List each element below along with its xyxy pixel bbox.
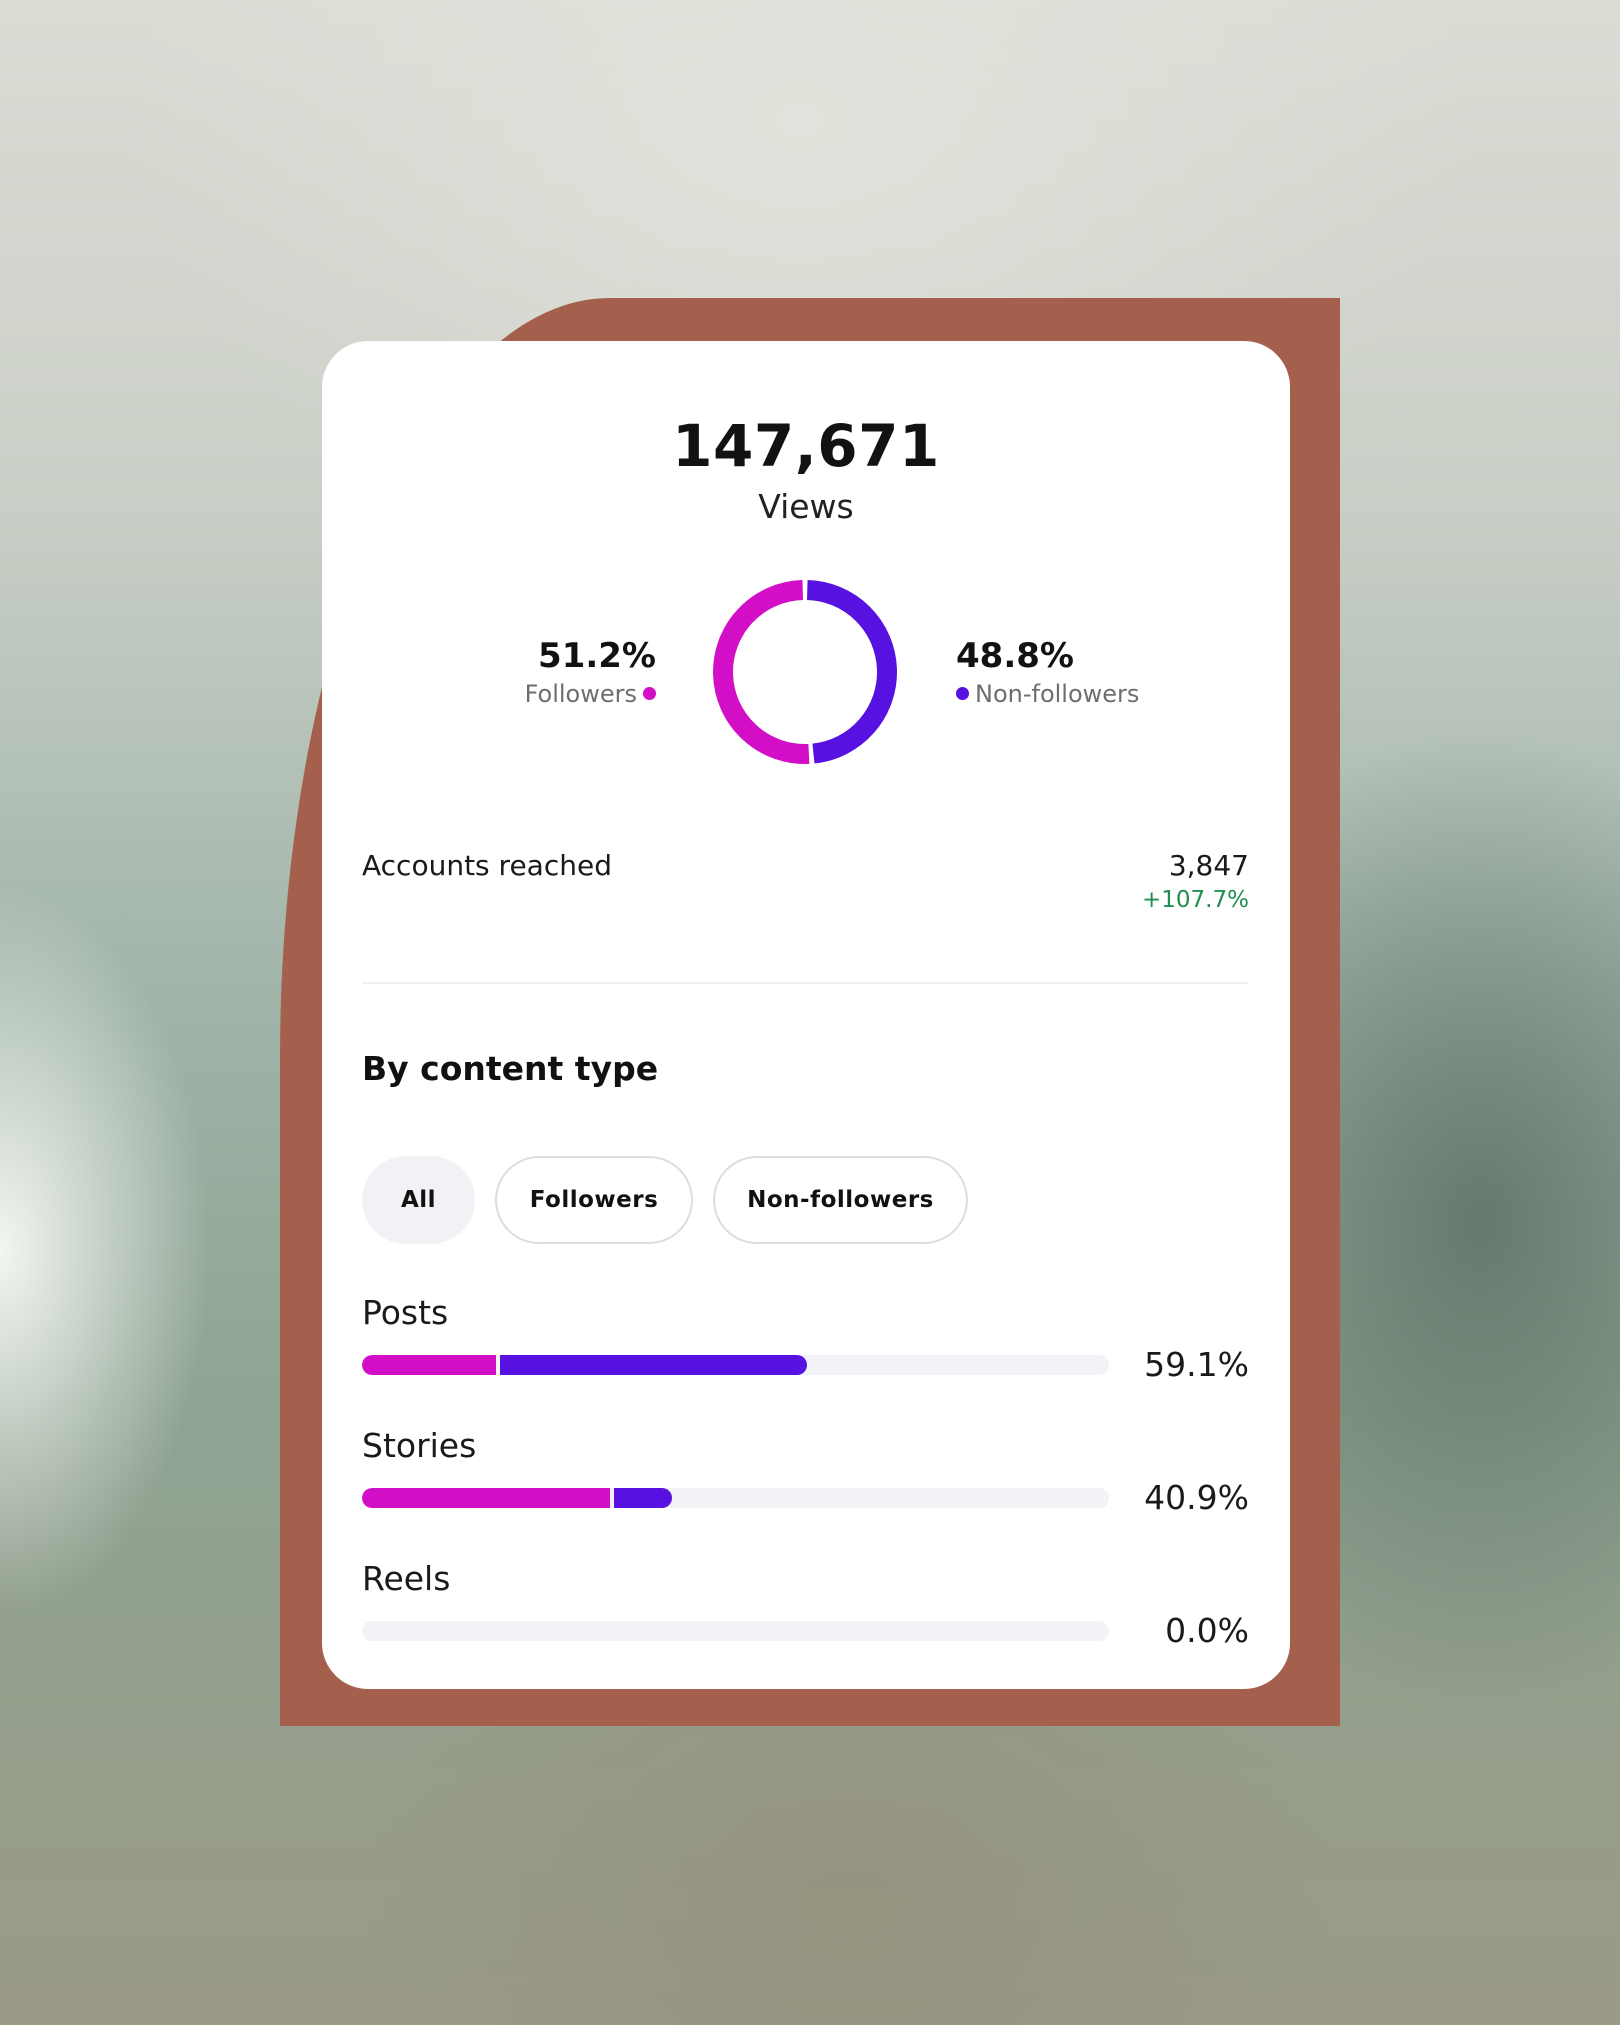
donut-segment-followers: [713, 580, 810, 764]
donut-segment-non-followers: [806, 580, 897, 764]
accounts-reached-value: 3,847: [1168, 849, 1249, 882]
accounts-reached-label: Accounts reached: [362, 849, 612, 882]
row-label: Stories: [362, 1426, 477, 1465]
non-followers-split: 48.8% Non-followers: [956, 635, 1139, 711]
views-label: Views: [758, 487, 854, 526]
row-label: Posts: [362, 1293, 449, 1332]
content-type-row-stories: Stories 40.9%: [362, 1426, 1249, 1546]
content-type-title: By content type: [362, 1049, 659, 1088]
followers-bar-segment: [362, 1488, 610, 1508]
row-percentage: 0.0%: [1165, 1611, 1249, 1650]
row-label: Reels: [362, 1559, 451, 1598]
followers-split: 51.2% Followers: [525, 635, 656, 711]
content-type-filters: All Followers Non-followers: [362, 1156, 968, 1244]
followers-bar-segment: [362, 1355, 496, 1375]
insights-card: 147,671 Views 51.2% Followers 48.8% Non-…: [322, 341, 1290, 1689]
content-type-row-reels: Reels 0.0%: [362, 1559, 1249, 1679]
followers-legend-label: Followers: [524, 680, 637, 708]
followers-percentage: 51.2%: [538, 636, 656, 676]
non-followers-dot-icon: [956, 687, 969, 700]
non-followers-bar-segment: [614, 1488, 672, 1508]
progress-track: [362, 1355, 1109, 1375]
filter-non-followers-chip[interactable]: Non-followers: [713, 1156, 968, 1244]
content-type-row-posts: Posts 59.1%: [362, 1293, 1249, 1413]
filter-all-chip[interactable]: All: [362, 1156, 475, 1244]
row-percentage: 40.9%: [1144, 1478, 1249, 1517]
views-total: 147,671: [672, 412, 940, 480]
non-followers-bar-segment: [499, 1355, 808, 1375]
followers-dot-icon: [643, 687, 656, 700]
accounts-reached-change: +107.7%: [1142, 887, 1249, 913]
non-followers-percentage: 48.8%: [956, 636, 1074, 676]
views-donut-chart: [713, 580, 897, 764]
filter-followers-chip[interactable]: Followers: [495, 1156, 693, 1244]
non-followers-legend-label: Non-followers: [975, 680, 1140, 708]
non-followers-legend: Non-followers: [956, 677, 1139, 711]
progress-track: [362, 1488, 1109, 1508]
row-percentage: 59.1%: [1144, 1345, 1249, 1384]
section-divider: [362, 982, 1249, 984]
progress-track: [362, 1621, 1109, 1641]
followers-legend: Followers: [525, 677, 656, 711]
